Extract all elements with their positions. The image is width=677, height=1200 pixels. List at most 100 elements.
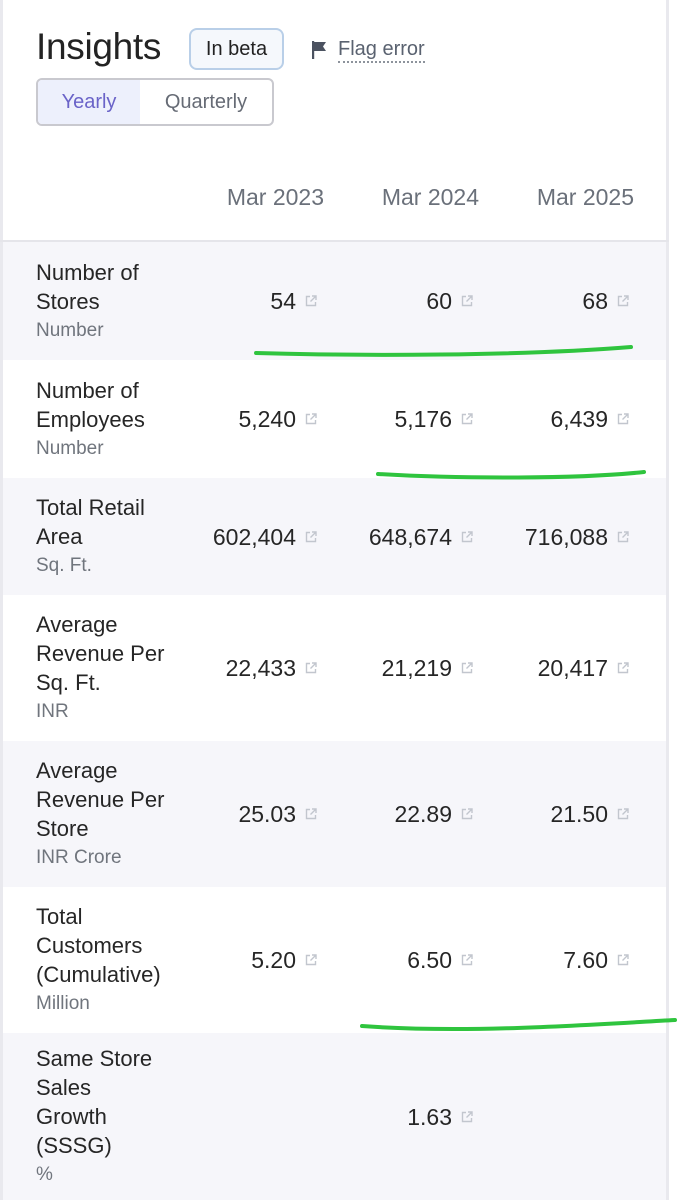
yearly-toggle-option[interactable]: Yearly [38, 80, 140, 124]
external-link-icon[interactable] [461, 1111, 473, 1123]
value-text: 22,433 [225, 654, 296, 681]
column-header-mar-2025: Mar 2025 [536, 184, 634, 210]
row-label: Number of Employees Number [36, 376, 145, 463]
row-label-line: Total [36, 904, 83, 929]
table-row: Average Revenue Per Sq. Ft. INR 22,433 21,219… [3, 595, 666, 741]
external-link-icon[interactable] [617, 295, 629, 307]
row-label: Same Store Sales Growth (SSSG)% [36, 1044, 152, 1189]
row-label-line: Revenue Per [36, 787, 165, 812]
external-link-icon[interactable] [305, 954, 317, 966]
row-label-line: Sales [36, 1075, 92, 1100]
external-link-icon[interactable] [305, 413, 317, 425]
row-label: Total Customers (Cumulative) Million [36, 902, 161, 1018]
page-title: Insights [36, 26, 162, 67]
value-cell-mar-2023[interactable]: 25.03 [167, 798, 317, 830]
external-link-icon[interactable] [305, 808, 317, 820]
external-link-icon[interactable] [617, 954, 629, 966]
external-link-icon[interactable] [461, 531, 473, 543]
value-text: 6,439 [550, 405, 608, 432]
table-row: Same Store Sales Growth (SSSG)% 1.63 [3, 1033, 666, 1200]
external-link-icon[interactable] [305, 531, 317, 543]
value-cell-mar-2024[interactable]: 648,674 [323, 521, 473, 553]
value-cell-mar-2025[interactable]: 716,088 [479, 521, 629, 553]
value-text: 60 [426, 287, 452, 314]
header-divider [0, 240, 669, 242]
value-text: 22.89 [394, 800, 452, 827]
row-label: Number of Stores Number [36, 258, 139, 345]
row-label-line: Number of [36, 260, 139, 285]
value-cell-mar-2025[interactable]: 20,417 [479, 652, 629, 684]
table-row: Total Retail Area Sq. Ft. 602,404 648,674 716… [3, 478, 666, 595]
value-cell-mar-2023[interactable]: 602,404 [167, 521, 317, 553]
value-text: 7.60 [563, 946, 608, 973]
value-cell-mar-2024[interactable]: 60 [323, 285, 473, 317]
external-link-icon[interactable] [305, 662, 317, 674]
value-cell-mar-2025[interactable]: 7.60 [479, 944, 629, 976]
value-cell-mar-2025[interactable]: 6,439 [479, 403, 629, 435]
value-cell-mar-2024[interactable]: 21,219 [323, 652, 473, 684]
value-text: 21,219 [381, 654, 452, 681]
row-label-line: Employees [36, 407, 145, 432]
row-label-line: (SSSG) [36, 1133, 112, 1158]
value-cell-mar-2024[interactable]: 1.63 [323, 1101, 473, 1133]
external-link-icon[interactable] [617, 808, 629, 820]
external-link-icon[interactable] [461, 808, 473, 820]
row-unit: Million [36, 993, 90, 1014]
quarterly-toggle-option[interactable]: Quarterly [164, 90, 248, 113]
value-text: 25.03 [238, 800, 296, 827]
external-link-icon[interactable] [617, 662, 629, 674]
value-cell-mar-2024[interactable]: 6.50 [323, 944, 473, 976]
value-cell-mar-2023[interactable]: 5.20 [167, 944, 317, 976]
value-text: 716,088 [524, 523, 608, 550]
flag-icon[interactable] [309, 39, 331, 61]
value-cell-mar-2023[interactable]: 5,240 [167, 403, 317, 435]
row-label-line: Same Store [36, 1046, 153, 1071]
external-link-icon[interactable] [305, 295, 317, 307]
external-link-icon[interactable] [461, 662, 473, 674]
column-header-mar-2023: Mar 2023 [226, 184, 324, 210]
row-unit: Number [36, 320, 104, 341]
row-unit: % [36, 1164, 53, 1185]
value-text: 5,176 [394, 405, 452, 432]
left-edge-divider [0, 0, 3, 1200]
table-row: Number of Employees Number 5,240 5,176 6,439 [3, 360, 666, 478]
value-cell-mar-2025[interactable]: 21.50 [479, 798, 629, 830]
external-link-icon[interactable] [617, 531, 629, 543]
row-label-line: Stores [36, 289, 100, 314]
external-link-icon[interactable] [617, 413, 629, 425]
right-edge-divider [666, 0, 669, 1200]
value-text: 602,404 [212, 523, 296, 550]
table-row: Average Revenue Per Store INR Crore 25.03 22.… [3, 741, 666, 887]
row-label: Total Retail Area Sq. Ft. [36, 493, 145, 580]
value-text: 5.20 [251, 946, 296, 973]
value-cell-mar-2024[interactable]: 22.89 [323, 798, 473, 830]
row-label-line: Total Retail [36, 495, 145, 520]
value-cell-mar-2023[interactable]: 22,433 [167, 652, 317, 684]
row-label-line: Store [36, 816, 89, 841]
row-label-line: Number of [36, 378, 139, 403]
row-label-line: Area [36, 524, 83, 549]
row-label-line: Average [36, 758, 118, 783]
value-text: 1.63 [407, 1103, 452, 1130]
value-cell-mar-2025[interactable]: 68 [479, 285, 629, 317]
value-cell-mar-2024[interactable]: 5,176 [323, 403, 473, 435]
value-text: 648,674 [368, 523, 452, 550]
row-label-line: Revenue Per [36, 641, 165, 666]
row-unit: INR [36, 701, 69, 722]
row-unit: INR Crore [36, 847, 122, 868]
table-row: Number of Stores Number 54 60 68 [3, 242, 666, 360]
external-link-icon[interactable] [461, 954, 473, 966]
external-link-icon[interactable] [461, 295, 473, 307]
flag-error-link[interactable]: Flag error [338, 37, 425, 63]
row-label-line: Average [36, 612, 118, 637]
beta-badge: In beta [189, 28, 284, 70]
external-link-icon[interactable] [461, 413, 473, 425]
table-row: Total Customers (Cumulative) Million 5.20 6.5… [3, 887, 666, 1033]
row-label-line: Growth [36, 1104, 107, 1129]
row-unit: Number [36, 438, 104, 459]
period-toggle: Yearly Quarterly [36, 78, 274, 126]
value-text: 6.50 [407, 946, 452, 973]
value-text: 68 [582, 287, 608, 314]
value-text: 21.50 [550, 800, 608, 827]
value-cell-mar-2023[interactable]: 54 [167, 285, 317, 317]
